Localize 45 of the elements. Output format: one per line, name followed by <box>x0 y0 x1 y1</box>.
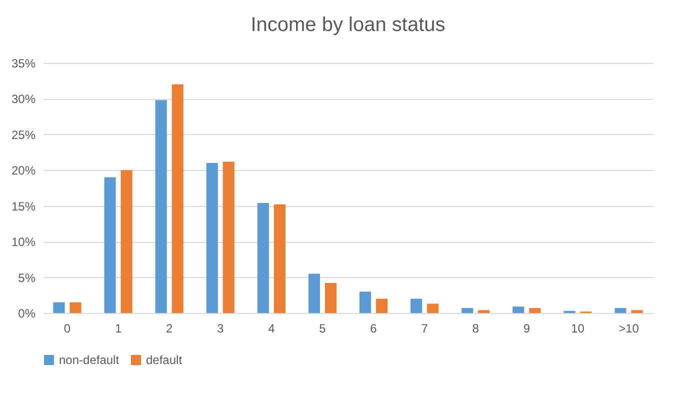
y-tick-label: 30% <box>11 92 36 106</box>
bar <box>462 308 474 313</box>
bar <box>376 298 388 313</box>
y-tick-label: 35% <box>11 56 36 70</box>
y-tick-label: 25% <box>11 128 36 142</box>
bar <box>427 304 439 313</box>
x-tick-label: 10 <box>571 322 585 336</box>
x-tick-label: 7 <box>421 322 428 336</box>
y-tick-label: 5% <box>18 270 36 285</box>
bar <box>120 170 132 313</box>
x-tick-label: >10 <box>618 322 640 336</box>
legend-label: non-default <box>59 353 120 367</box>
x-tick-label: 9 <box>523 322 530 336</box>
bar <box>172 84 184 313</box>
bar <box>155 100 167 313</box>
y-tick-label: 0% <box>18 306 36 320</box>
bar <box>274 204 286 313</box>
x-tick-label: 8 <box>472 322 480 336</box>
y-tick-label: 20% <box>11 164 36 178</box>
bar <box>324 283 337 313</box>
x-tick-label: 0 <box>64 322 71 336</box>
bar <box>614 308 626 313</box>
y-tick-label: 10% <box>11 235 36 250</box>
x-tick-label: 4 <box>268 322 276 336</box>
x-tick-label: 3 <box>217 322 224 336</box>
x-tick-label: 6 <box>370 322 378 336</box>
x-tick-label: 1 <box>114 322 122 336</box>
bar <box>70 302 82 313</box>
bar <box>53 302 65 313</box>
bar <box>529 308 541 313</box>
chart-title: Income by loan status <box>250 14 446 36</box>
bar <box>478 310 490 313</box>
legend-label: default <box>146 353 183 367</box>
bar <box>631 310 643 313</box>
x-tick-label: 2 <box>166 322 173 336</box>
bar <box>222 162 234 313</box>
bar <box>206 163 218 313</box>
bar <box>104 177 116 313</box>
y-tick-label: 15% <box>11 199 36 214</box>
x-tick-label: 5 <box>319 322 326 336</box>
bar <box>257 203 269 313</box>
bar <box>308 274 320 313</box>
bar <box>512 306 524 313</box>
bar <box>410 298 422 313</box>
bar <box>359 292 372 313</box>
